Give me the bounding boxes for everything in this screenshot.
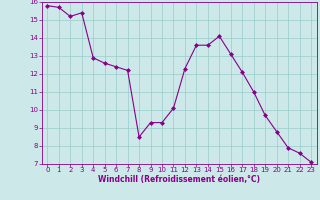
- X-axis label: Windchill (Refroidissement éolien,°C): Windchill (Refroidissement éolien,°C): [98, 175, 260, 184]
